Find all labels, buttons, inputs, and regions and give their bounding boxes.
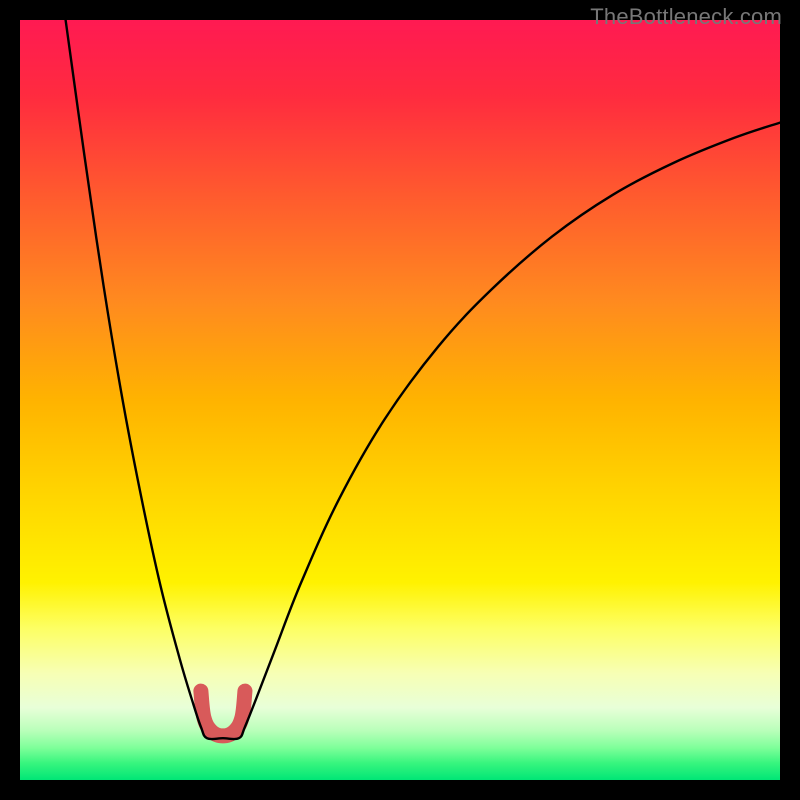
gradient-background [20,20,780,780]
bottleneck-curve-chart [0,0,800,800]
chart-frame: TheBottleneck.com [0,0,800,800]
